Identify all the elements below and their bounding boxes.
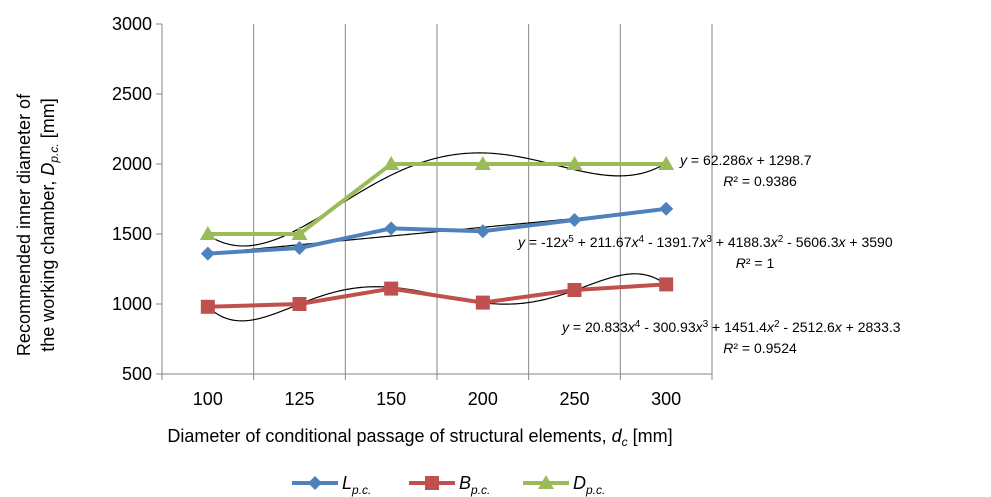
data-point-L: [200, 246, 215, 261]
x-tick-label: 100: [193, 389, 223, 409]
y-axis-title: Recommended inner diameter of the workin…: [14, 93, 61, 356]
data-point-B: [384, 281, 399, 296]
data-point-D: [566, 156, 583, 170]
data-point-L: [384, 221, 399, 236]
trendline-equation-L: y = 62.286x + 1298.7: [679, 152, 812, 168]
legend-marker-D: [538, 475, 554, 489]
x-tick-label: 125: [284, 389, 314, 409]
series-line-D: [207, 162, 667, 236]
y-axis-title-line1: Recommended inner diameter of: [14, 93, 34, 356]
series-line-B: [207, 282, 667, 309]
series-line-L: [207, 206, 667, 256]
y-axis-title-line2-prefix: the working chamber,: [38, 176, 58, 352]
y-tick-label: 3000: [112, 14, 152, 34]
legend-marker-L: [308, 476, 322, 490]
x-tick-label: 300: [651, 389, 681, 409]
trendline-r2-B: R² = 0.9524: [723, 340, 797, 356]
legend: Lp.c. Bp.c. Dp.c.: [292, 473, 605, 497]
data-point-L: [659, 201, 674, 216]
data-point-B: [659, 277, 674, 292]
trendline-equation-B: y = 20.833x4​ - 300.93x3​ + 1451.4x2​ - …: [561, 319, 901, 335]
x-axis-title-var: d: [612, 426, 623, 446]
tick-labels: 500 1000 1500 2000 2500 3000 100 125 150 200 250 30…: [112, 14, 681, 409]
trendline-r2-L: R² = 0.9386: [723, 173, 797, 189]
y-axis-title-sub: p.c.: [47, 143, 61, 163]
data-point-L: [567, 213, 582, 227]
data-point-B: [567, 283, 582, 297]
trendline-r2-D: R² = 1: [736, 255, 775, 271]
y-tick-label: 2500: [112, 84, 152, 104]
y-tick-label: 1500: [112, 224, 152, 244]
data-point-D: [474, 156, 491, 170]
data-point-D: [291, 226, 308, 240]
data-series: [199, 156, 675, 314]
x-axis-title-sub: c: [622, 435, 628, 449]
y-tick-label: 2000: [112, 154, 152, 174]
y-tick-label: 1000: [112, 294, 152, 314]
legend-label-D: Dp.c.: [573, 473, 605, 497]
x-tick-label: 150: [376, 389, 406, 409]
x-tick-label: 200: [468, 389, 498, 409]
data-point-L: [475, 224, 490, 239]
svg-text:Recommended inner diameter of: Recommended inner diameter of: [14, 93, 34, 356]
y-axis-title-suffix: [mm]: [38, 98, 58, 143]
data-point-B: [475, 295, 490, 310]
axes: [156, 23, 713, 380]
y-tick-label: 500: [122, 364, 152, 384]
data-point-D: [658, 156, 675, 170]
legend-label-B: Bp.c.: [459, 473, 490, 497]
x-axis-title-suffix: [mm]: [628, 426, 673, 446]
trendline-equations: y = 62.286x + 1298.7 R² = 0.9386 y = -12x5…: [517, 152, 901, 356]
y-axis-title-var: D: [38, 163, 58, 176]
data-point-B: [292, 297, 307, 311]
legend-label-L: Lp.c.: [342, 473, 371, 497]
x-axis-title: Diameter of conditional passage of struc…: [167, 426, 672, 449]
data-point-B: [200, 299, 215, 314]
legend-marker-B: [425, 476, 439, 490]
x-axis-title-prefix: Diameter of conditional passage of struc…: [167, 426, 611, 446]
x-tick-label: 250: [559, 389, 589, 409]
trendline-equation-D: y = -12x5​ + 211.67x4​ - 1391.7x3​ + 418…: [517, 234, 893, 250]
data-point-D: [383, 156, 400, 170]
data-point-D: [199, 226, 216, 240]
svg-text:the working chamber, Dp.c. [mm: the working chamber, Dp.c. [mm]: [38, 98, 61, 351]
data-point-L: [292, 241, 307, 255]
grid-lines: [253, 24, 713, 374]
